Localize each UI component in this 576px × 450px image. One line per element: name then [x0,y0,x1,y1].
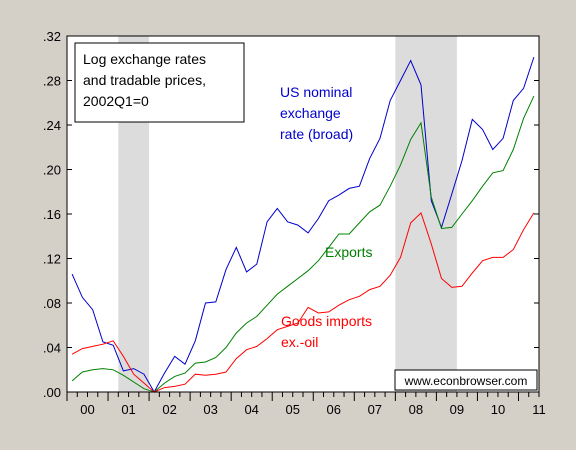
source-frame [394,369,538,391]
y-tick-label: .20 [43,163,61,178]
x-tick-label: 10 [491,402,505,417]
x-tick-label: 06 [327,402,341,417]
chart-title-box: Log exchange rates and tradable prices, 20… [74,42,245,123]
source-label: www.econbrowser.com [404,374,528,388]
series-lines [71,56,535,394]
y-tick-label: .24 [43,118,61,133]
series-label: Exports [325,244,372,260]
y-tick-label: .04 [43,341,61,356]
chart-title-line: and tradable prices, [83,72,206,88]
series-label: exchange [280,105,341,121]
x-tick-label: 08 [409,402,423,417]
series-label: ex.-oil [281,334,318,350]
chart-title-line: 2002Q1=0 [83,93,149,109]
y-tick-label: .28 [43,74,61,89]
y-tick-label: .12 [43,252,61,267]
x-tick-label: 03 [203,402,217,417]
x-tick-label: 02 [162,402,176,417]
x-tick-label: 00 [80,402,94,417]
series-label: Goods imports [281,313,372,329]
series-label: US nominal [280,84,352,100]
x-tick-label: 04 [244,402,258,417]
x-tick-label: 11 [532,402,546,417]
chart-title-line: Log exchange rates [83,51,206,67]
series-label: rate (broad) [280,126,353,142]
series-line [71,95,535,393]
series-line [71,211,535,393]
source-box: www.econbrowser.com [394,369,538,391]
y-tick-label: .08 [43,296,61,311]
axes: .00 .04 .08 .12 .16 .20 .24 .28 .32 00 01 02 03 04 05 0… [43,29,546,417]
x-tick-label: 09 [450,402,464,417]
y-tick-label: .32 [43,29,61,44]
x-tick-label: 07 [368,402,382,417]
series-labels: US nominal exchange rate (broad) Exports Goo… [280,84,372,350]
series-line [71,56,535,394]
y-tick-label: .16 [43,207,61,222]
title-frame [74,42,245,123]
x-tick-label: 05 [286,402,300,417]
y-tick-label: .00 [43,385,61,400]
recession-band [395,36,457,392]
x-tick-label: 01 [121,402,135,417]
